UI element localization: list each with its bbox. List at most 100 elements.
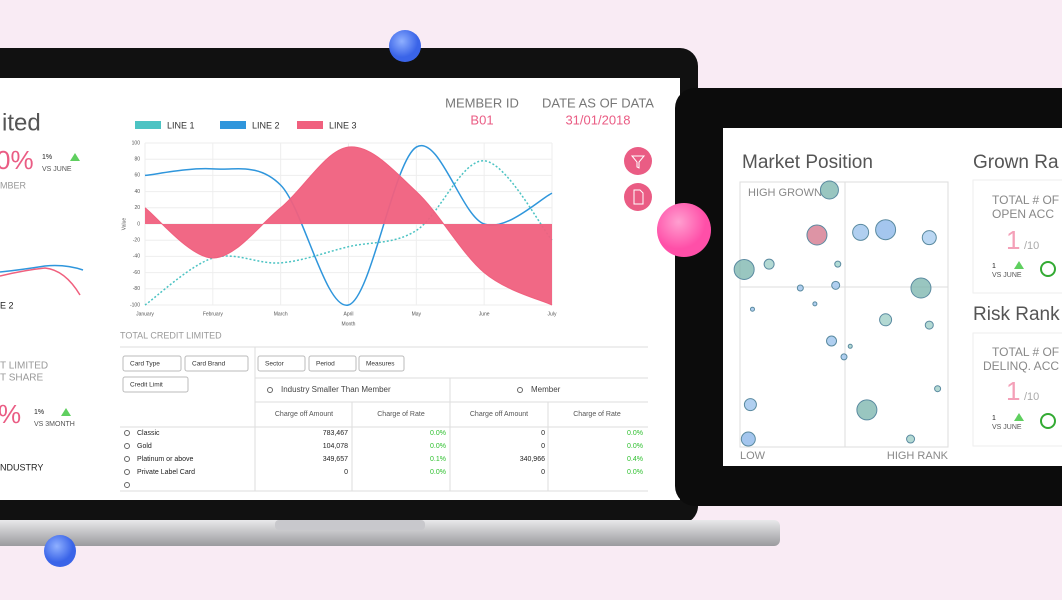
expand-icon[interactable]: [124, 430, 130, 436]
status-icon: [1040, 413, 1056, 429]
header-value: 31/01/2018: [565, 112, 630, 127]
line: [144, 144, 553, 306]
x-tick-label: July: [548, 311, 557, 317]
laptop-notch: [275, 520, 425, 530]
filter-chip[interactable]: [358, 355, 405, 372]
y-tick-label: 80: [134, 157, 140, 163]
filter-chip[interactable]: [184, 355, 249, 372]
cell: 340,966: [520, 456, 545, 463]
filter-chip[interactable]: [122, 376, 189, 393]
delta: 1: [992, 263, 996, 270]
filter-chip[interactable]: [122, 355, 182, 372]
line: [144, 146, 553, 306]
label: NDUSTRY: [0, 462, 43, 472]
filter-button[interactable]: [624, 147, 652, 175]
y-tick-label: 20: [134, 205, 140, 211]
filter-chip[interactable]: [257, 355, 306, 372]
up-icon: [1014, 413, 1024, 421]
bubble: [733, 258, 755, 280]
bubble: [934, 385, 942, 393]
bubble: [749, 306, 755, 312]
expand-icon[interactable]: [124, 469, 130, 475]
expand-icon[interactable]: [124, 443, 130, 449]
icon: [517, 387, 523, 393]
table-grid: [120, 346, 648, 492]
filter-chip-label: Period: [316, 361, 335, 368]
filter-chip[interactable]: [308, 355, 357, 372]
bubble: [819, 180, 839, 200]
expand-icon[interactable]: [124, 456, 130, 462]
cell: 0.0%: [430, 443, 446, 450]
export-button[interactable]: [624, 183, 652, 211]
cell: 0: [541, 430, 545, 437]
cell: 0.0%: [627, 443, 643, 450]
kpi-total: /10: [1024, 391, 1039, 403]
bubble: [921, 230, 937, 246]
bubble: [834, 260, 842, 268]
cell: 0.0%: [430, 430, 446, 437]
cell: 0.0%: [627, 469, 643, 476]
legend-swatch: [220, 121, 246, 129]
y-tick-label: 40: [134, 189, 140, 195]
header-label: DATE AS OF DATA: [542, 95, 654, 110]
bubble: [812, 301, 818, 307]
bubble: [743, 398, 757, 412]
icon: [630, 155, 646, 169]
bubble: [856, 399, 878, 421]
column-header: Charge off Amount: [275, 411, 333, 418]
up-icon: [70, 153, 80, 161]
kpi-label: OPEN ACC: [992, 207, 1054, 221]
label: T SHARE: [0, 373, 43, 384]
x-tick-label: January: [136, 311, 154, 317]
delta: 1: [992, 415, 996, 422]
filter-chip-label: Sector: [265, 361, 285, 368]
cell: 0: [541, 443, 545, 450]
filter-chip-label: Card Type: [130, 361, 160, 368]
bubble: [796, 284, 804, 292]
cell: 783,467: [323, 430, 348, 437]
delta: 1%: [34, 409, 44, 416]
bubble: [879, 313, 893, 327]
group-header: Industry Smaller Than Member: [281, 385, 391, 394]
kpi-label: TOTAL # OF: [992, 193, 1059, 207]
column-header: Charge of Rate: [573, 411, 621, 418]
decor-orb: [389, 30, 421, 62]
laptop-base: [0, 520, 780, 546]
panel-title: ited: [2, 109, 41, 136]
line: [144, 160, 553, 306]
cell: 0.0%: [430, 469, 446, 476]
decor-orb: [44, 535, 76, 567]
x-tick-label: March: [274, 311, 288, 317]
y-tick-label: -80: [133, 286, 140, 292]
bubble: [806, 224, 828, 246]
decor-orb: [657, 203, 711, 257]
vs: VS JUNE: [992, 272, 1022, 279]
filter-chip-label: Credit Limit: [130, 382, 163, 389]
legend-label: LINE 1: [167, 120, 195, 130]
legend-label: LINE 3: [329, 120, 357, 130]
y-tick-label: 60: [134, 173, 140, 179]
x-axis-label: Month: [342, 321, 356, 327]
row-label: Private Label Card: [137, 469, 195, 476]
bubble: [847, 343, 853, 349]
annotation: HIGH GROWN: [748, 187, 822, 199]
row-label: Classic: [137, 430, 160, 437]
legend-swatch: [135, 121, 161, 129]
icon: [267, 387, 273, 393]
legend-frag: E 2: [0, 300, 14, 310]
section-title: TOTAL CREDIT LIMITED: [120, 330, 222, 340]
bubble: [906, 434, 916, 444]
annotation: HIGH RANK: [887, 450, 949, 462]
kpi: 0%: [0, 145, 34, 175]
kpi-card: [972, 179, 1062, 294]
bubble: [840, 353, 848, 361]
cell: 0: [344, 469, 348, 476]
delta: 1%: [42, 154, 52, 161]
plot-frame: [739, 181, 949, 448]
y-tick-label: -20: [133, 238, 140, 244]
vs: VS 3MONTH: [34, 421, 75, 428]
vs: VS JUNE: [992, 424, 1022, 431]
vs: VS JUNE: [42, 166, 72, 173]
